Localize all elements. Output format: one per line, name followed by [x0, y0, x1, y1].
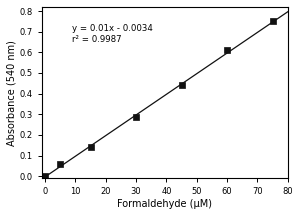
Point [134, 116, 138, 119]
Point [270, 20, 275, 23]
Point [58, 162, 63, 165]
Text: y = 0.01x - 0.0034
r² = 0.9987: y = 0.01x - 0.0034 r² = 0.9987 [72, 24, 153, 44]
Point [225, 49, 230, 52]
Point [88, 146, 93, 149]
Point [43, 175, 47, 178]
Point [179, 84, 184, 87]
Y-axis label: Absorbance (540 nm): Absorbance (540 nm) [7, 40, 17, 146]
X-axis label: Formaldehyde (μM): Formaldehyde (μM) [117, 199, 212, 209]
